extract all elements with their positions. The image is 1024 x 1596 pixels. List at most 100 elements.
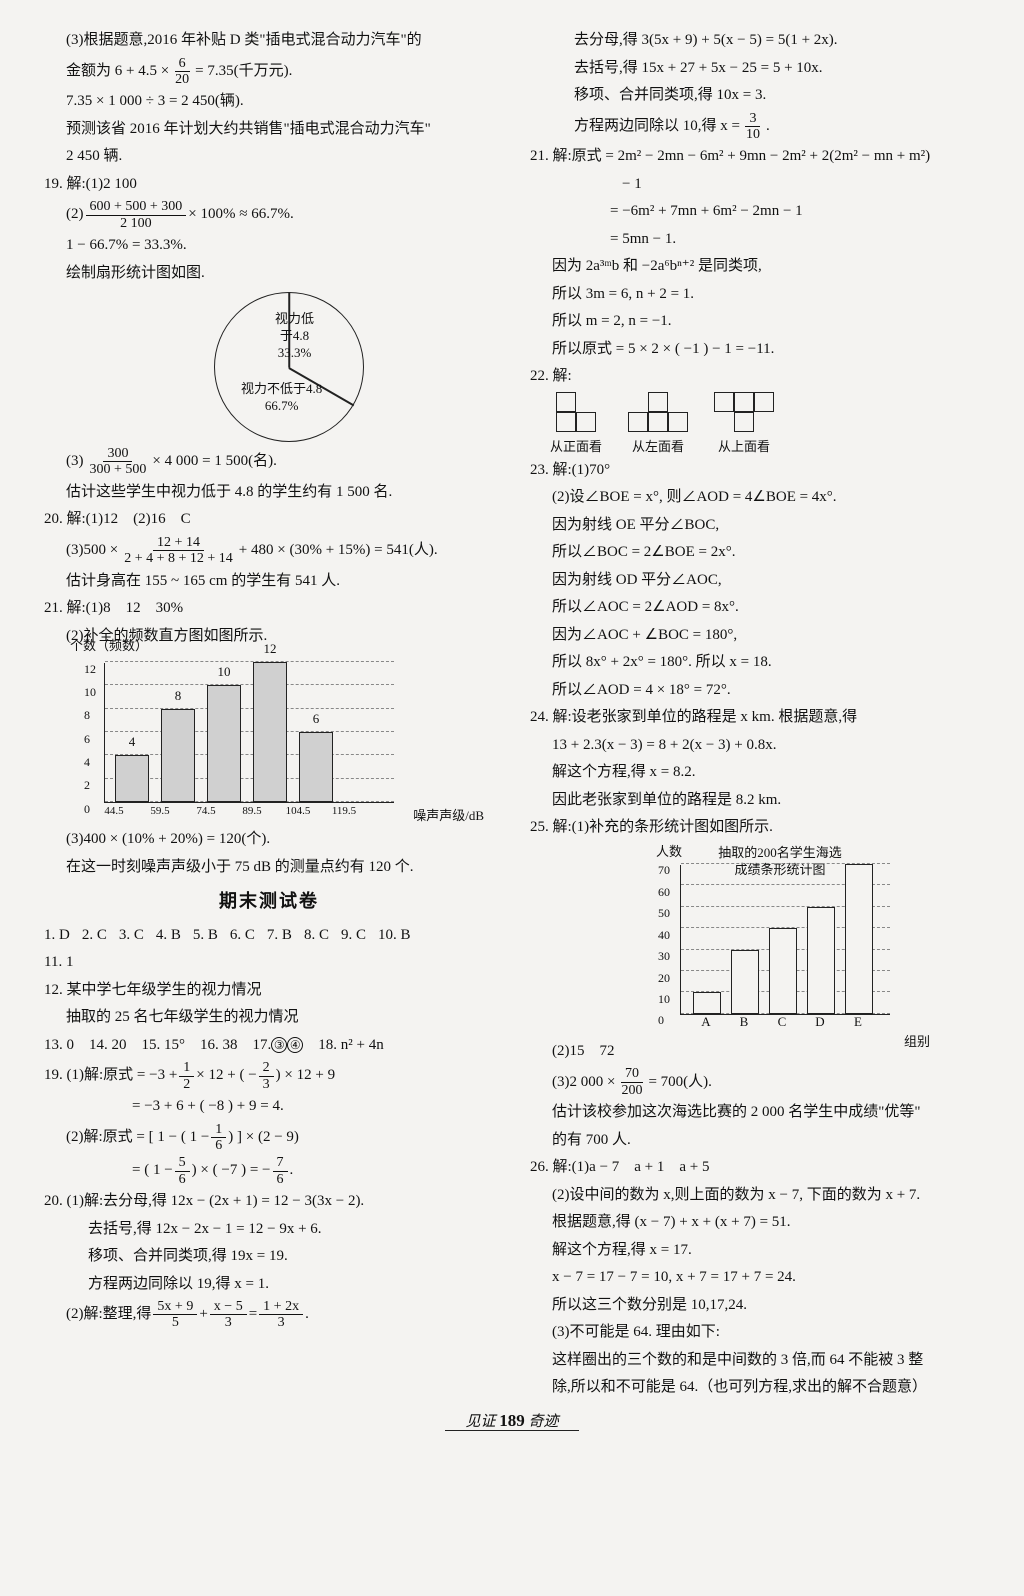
q21r: 21. 解:原式 = 2m² − 2mn − 6m² + 9mn − 2m² +… xyxy=(530,144,980,170)
q25-1: 25. 解:(1)补充的条形统计图如图所示. xyxy=(530,815,980,841)
text-line: 7.35 × 1 000 ÷ 3 = 2 450(辆). xyxy=(44,89,494,115)
answer-item: 2. C xyxy=(82,923,107,949)
text-line: 在这一时刻噪声声级小于 75 dB 的测量点约有 120 个. xyxy=(44,855,494,881)
text-line: 根据题意,得 (x − 7) + x + (x + 7) = 51. xyxy=(530,1210,980,1236)
text-line: 解这个方程,得 x = 8.2. xyxy=(530,760,980,786)
top-view: 从上面看 xyxy=(714,392,774,458)
text-line: = −3 + 6 + ( −8 ) + 9 = 4. xyxy=(44,1094,494,1120)
text-line: = ( 1 − 56 ) × ( −7 ) = − 76 . xyxy=(44,1155,494,1187)
text-line: 2 450 辆. xyxy=(44,144,494,170)
answer-item: 10. B xyxy=(378,923,411,949)
text-line: 1 − 66.7% = 33.3%. xyxy=(44,233,494,259)
final-exam-title: 期末测试卷 xyxy=(44,886,494,917)
bar-chart-q25: 抽取的200名学生海选 成绩条形统计图 人数 组别 01020304050607… xyxy=(650,845,910,1035)
q19-2: (2) 600 + 500 + 3002 100 × 100% ≈ 66.7%. xyxy=(44,199,494,231)
text-line: 所以 8x° + 2x° = 180°. 所以 x = 18. xyxy=(530,650,980,676)
text-line: 去分母,得 3(5x + 9) + 5(x − 5) = 5(1 + 2x). xyxy=(530,28,980,54)
text-line: = −6m² + 7mn + 6m² − 2mn − 1 xyxy=(530,199,980,225)
histogram-chart: 个数（频数） 4810126 噪声声级/dB 02468101244.559.5… xyxy=(74,653,414,823)
fraction: 300300 + 500 xyxy=(86,446,151,478)
answers-13-18: 13. 0 14. 20 15. 15° 16. 38 17. ③ ④ 18. … xyxy=(44,1033,494,1059)
text-line: 因为∠AOC + ∠BOC = 180°, xyxy=(530,623,980,649)
page-footer: 见证 189 奇迹 xyxy=(44,1407,980,1436)
q19b-1: 19. (1)解:原式 = −3 + 12 × 12 + ( − 23 ) × … xyxy=(44,1060,494,1092)
text-line: 解这个方程,得 x = 17. xyxy=(530,1238,980,1264)
pie-chart: 视力低 于4.8 33.3% 视力不低于4.8 66.7% xyxy=(84,292,494,442)
text-line: 的有 700 人. xyxy=(530,1128,980,1154)
orthographic-views: 从正面看 从左面看 从上面看 xyxy=(550,392,980,458)
circled-number: ③ xyxy=(271,1037,287,1053)
text-line: 估计该校参加这次海选比赛的 2 000 名学生中成绩"优等" xyxy=(530,1100,980,1126)
text-line: 所以原式 = 5 × 2 × ( −1 ) − 1 = −11. xyxy=(530,337,980,363)
text-line: 去括号,得 15x + 27 + 5x − 25 = 5 + 10x. xyxy=(530,56,980,82)
answer-item: 9. C xyxy=(341,923,366,949)
text-line: 因为 2a³ᵐb 和 −2a⁶bⁿ⁺² 是同类项, xyxy=(530,254,980,280)
text-line: 所以∠BOC = 2∠BOE = 2x°. xyxy=(530,540,980,566)
answer-item: 8. C xyxy=(304,923,329,949)
q19b-2: (2)解:原式 = [ 1 − ( 1 − 16 ) ] × (2 − 9) xyxy=(44,1122,494,1154)
text-line: 所以这三个数分别是 10,17,24. xyxy=(530,1293,980,1319)
q25-3: (3)2 000 × 70200 = 700(人). xyxy=(530,1066,980,1098)
text-line: 所以 m = 2, n = −1. xyxy=(530,309,980,335)
text-line: 因为射线 OE 平分∠BOC, xyxy=(530,513,980,539)
q19-1: 19. 解:(1)2 100 xyxy=(44,172,494,198)
q19-3: (3) 300300 + 500 × 4 000 = 1 500(名). xyxy=(44,446,494,478)
answer-item: 6. C xyxy=(230,923,255,949)
text-line: (2)设中间的数为 x,则上面的数为 x − 7, 下面的数为 x + 7. xyxy=(530,1183,980,1209)
q22: 22. 解: xyxy=(530,364,980,390)
text-line: 移项、合并同类项,得 19x = 19. xyxy=(44,1244,494,1270)
text-line: 13 + 2.3(x − 3) = 8 + 2(x − 3) + 0.8x. xyxy=(530,733,980,759)
front-view: 从正面看 xyxy=(550,392,602,458)
text-line: 因此老张家到单位的路程是 8.2 km. xyxy=(530,788,980,814)
text-line: 所以∠AOC = 2∠AOD = 8x°. xyxy=(530,595,980,621)
x-axis-label: 组别 xyxy=(904,1031,930,1053)
answer-11: 11. 1 xyxy=(44,950,494,976)
text-line: 除,所以和不可能是 64.（也可列方程,求出的解不合题意） xyxy=(530,1375,980,1401)
answer-item: 7. B xyxy=(267,923,292,949)
q20b-1: 20. (1)解:去分母,得 12x − (2x + 1) = 12 − 3(3… xyxy=(44,1189,494,1215)
text-line: (3)400 × (10% + 20%) = 120(个). xyxy=(44,827,494,853)
answer-12: 12. 某中学七年级学生的视力情况 xyxy=(44,978,494,1004)
text-line: (3)根据题意,2016 年补贴 D 类"插电式混合动力汽车"的 xyxy=(44,28,494,54)
text-line: (2)设∠BOE = x°, 则∠AOD = 4∠BOE = 4x°. xyxy=(530,485,980,511)
left-view: 从左面看 xyxy=(628,392,688,458)
q20-1: 20. 解:(1)12 (2)16 C xyxy=(44,507,494,533)
text-line: 因为射线 OD 平分∠AOC, xyxy=(530,568,980,594)
text-line: 这样圈出的三个数的和是中间数的 3 倍,而 64 不能被 3 整 xyxy=(530,1348,980,1374)
fraction: 600 + 500 + 3002 100 xyxy=(86,199,187,231)
text-line: 预测该省 2016 年计划大约共销售"插电式混合动力汽车" xyxy=(44,117,494,143)
answer-item: 1. D xyxy=(44,923,70,949)
text-line: 估计身高在 155 ~ 165 cm 的学生有 541 人. xyxy=(44,569,494,595)
right-column: 去分母,得 3(5x + 9) + 5(x − 5) = 5(1 + 2x). … xyxy=(530,28,980,1403)
text-line: 去括号,得 12x − 2x − 1 = 12 − 9x + 6. xyxy=(44,1217,494,1243)
text-line: 估计这些学生中视力低于 4.8 的学生约有 1 500 名. xyxy=(44,480,494,506)
text-line: 金额为 6 + 4.5 × 620 = 7.35(千万元). xyxy=(44,56,494,88)
answer-12b: 抽取的 25 名七年级学生的视力情况 xyxy=(44,1005,494,1031)
text-line: 绘制扇形统计图如图. xyxy=(44,261,494,287)
text-line: = 5mn − 1. xyxy=(530,227,980,253)
x-axis-label: 噪声声级/dB xyxy=(413,805,484,827)
fraction: 12 + 142 + 4 + 8 + 12 + 14 xyxy=(120,535,237,567)
answer-item: 5. B xyxy=(193,923,218,949)
page-columns: (3)根据题意,2016 年补贴 D 类"插电式混合动力汽车"的 金额为 6 +… xyxy=(44,28,980,1403)
fraction: 620 xyxy=(171,56,193,88)
answer-item: 3. C xyxy=(119,923,144,949)
text-line: − 1 xyxy=(530,172,980,198)
q21-1: 21. 解:(1)8 12 30% xyxy=(44,596,494,622)
text-line: (3)不可能是 64. 理由如下: xyxy=(530,1320,980,1346)
q20-3: (3)500 × 12 + 142 + 4 + 8 + 12 + 14 + 48… xyxy=(44,535,494,567)
text-line: 方程两边同除以 19,得 x = 1. xyxy=(44,1272,494,1298)
text-line: 移项、合并同类项,得 10x = 3. xyxy=(530,83,980,109)
text-line: 所以 3m = 6, n + 2 = 1. xyxy=(530,282,980,308)
circled-number: ④ xyxy=(287,1037,303,1053)
y-axis-label: 人数 xyxy=(656,841,682,863)
q26-1: 26. 解:(1)a − 7 a + 1 a + 5 xyxy=(530,1155,980,1181)
text-line: 所以∠AOD = 4 × 18° = 72°. xyxy=(530,678,980,704)
q24-1: 24. 解:设老张家到单位的路程是 x km. 根据题意,得 xyxy=(530,705,980,731)
q23-1: 23. 解:(1)70° xyxy=(530,458,980,484)
y-axis-label: 个数（频数） xyxy=(70,635,148,657)
text-line: 方程两边同除以 10,得 x = 310 . xyxy=(530,111,980,143)
q20b-2: (2)解:整理,得 5x + 95 + x − 53 = 1 + 2x3 . xyxy=(44,1299,494,1331)
text-line: x − 7 = 17 − 7 = 10, x + 7 = 17 + 7 = 24… xyxy=(530,1265,980,1291)
answers-1-10: 1. D2. C3. C4. B5. B6. C7. B8. C9. C10. … xyxy=(44,923,494,949)
